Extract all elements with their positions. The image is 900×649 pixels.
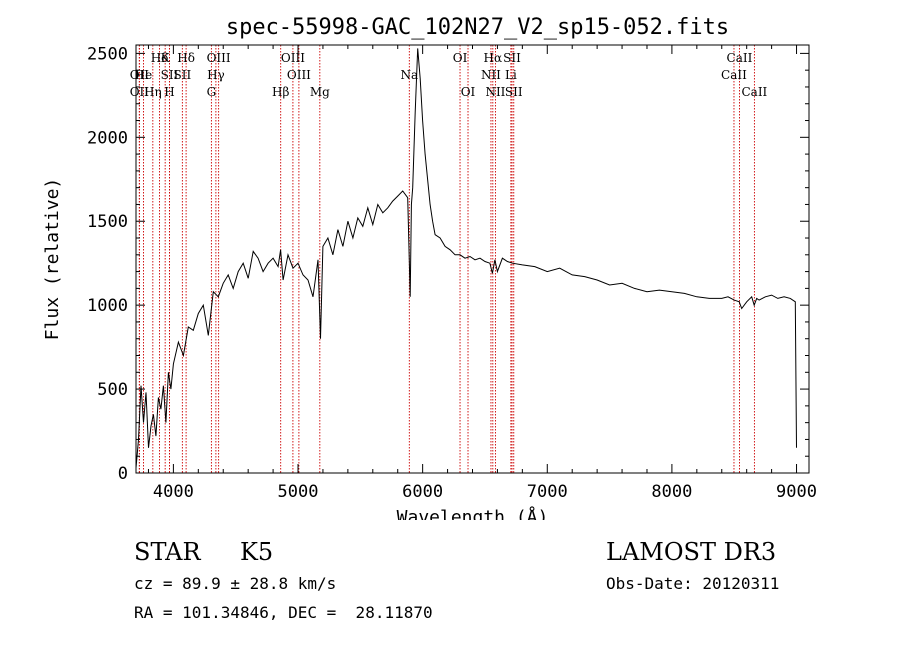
- flux-series-line: [135, 48, 797, 469]
- line-label-0: Hδ: [151, 51, 169, 65]
- spectrum-plot: spec-55998-GAC_102N27_V2_sp15-052.fits 40…: [42, 15, 817, 520]
- line-label-12: G: [207, 85, 217, 99]
- y-tick-label: 2000: [87, 128, 128, 148]
- line-label-17: Na: [400, 68, 418, 82]
- line-label-8: Hδ: [177, 51, 195, 65]
- line-label-26: CaII: [727, 51, 753, 65]
- ra-dec: RA = 101.34846, DEC = 28.11870: [134, 603, 433, 622]
- y-tick-label: 0: [118, 464, 128, 484]
- redshift-cz: cz = 89.9 ± 28.8 km/s: [134, 574, 337, 593]
- obs-date: Obs-Date: 20120311: [606, 574, 780, 593]
- line-label-23: SII: [503, 51, 521, 65]
- line-label-15: OIII: [287, 68, 311, 82]
- y-tick-label: 500: [97, 380, 128, 400]
- line-label-4: OII: [130, 85, 150, 99]
- line-label-9: SII: [174, 68, 192, 82]
- line-label-7: H: [164, 85, 174, 99]
- object-subclass: K5: [240, 538, 274, 566]
- line-label-25: SII: [505, 85, 523, 99]
- line-label-3: Hη: [144, 85, 162, 99]
- line-label-24: Li: [505, 68, 517, 82]
- x-tick-label: 5000: [278, 482, 319, 502]
- survey-label: LAMOST DR3: [606, 538, 777, 566]
- line-label-18: OI: [453, 51, 468, 65]
- line-label-21: NII: [481, 68, 501, 82]
- x-tick-label: 8000: [651, 482, 692, 502]
- line-label-22: NII: [485, 85, 505, 99]
- chart-title: spec-55998-GAC_102N27_V2_sp15-052.fits: [226, 15, 729, 40]
- line-label-10: OIII: [207, 51, 231, 65]
- x-tick-label: 7000: [527, 482, 568, 502]
- line-label-28: CaII: [741, 85, 767, 99]
- x-tick-label: 4000: [153, 482, 194, 502]
- y-tick-label: 1000: [87, 296, 128, 316]
- line-label-16: Mg: [310, 85, 330, 99]
- line-label-13: Hβ: [272, 85, 289, 99]
- line-label-14: OIII: [281, 51, 305, 65]
- line-label-19: OI: [461, 85, 476, 99]
- y-tick-label: 2500: [87, 44, 128, 64]
- y-axis-label: Flux (relative): [42, 178, 63, 341]
- line-label-1: OII: [130, 68, 150, 82]
- object-class: STAR: [134, 538, 201, 566]
- x-tick-label: 6000: [402, 482, 443, 502]
- line-label-5: K: [161, 51, 171, 65]
- line-label-20: Hα: [484, 51, 503, 65]
- line-label-11: Hγ: [207, 68, 225, 82]
- x-axis-label: Wavelength (Å): [397, 506, 549, 520]
- line-label-6: SII: [161, 68, 179, 82]
- x-tick-label: 9000: [776, 482, 817, 502]
- plot-frame: [135, 44, 810, 474]
- line-label-27: CaII: [721, 68, 747, 82]
- line-label-2: He: [135, 68, 153, 82]
- y-tick-label: 1500: [87, 212, 128, 232]
